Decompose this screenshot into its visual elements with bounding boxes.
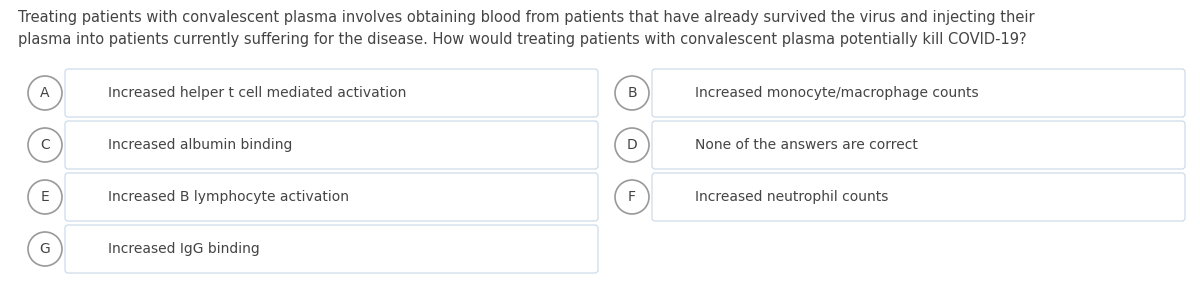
- Text: Increased IgG binding: Increased IgG binding: [108, 242, 259, 256]
- Ellipse shape: [28, 128, 62, 162]
- Ellipse shape: [616, 76, 649, 110]
- FancyBboxPatch shape: [65, 225, 598, 273]
- FancyBboxPatch shape: [652, 173, 1186, 221]
- Text: C: C: [40, 138, 50, 152]
- Text: Increased helper t cell mediated activation: Increased helper t cell mediated activat…: [108, 86, 407, 100]
- FancyBboxPatch shape: [652, 121, 1186, 169]
- Text: A: A: [41, 86, 49, 100]
- FancyBboxPatch shape: [65, 173, 598, 221]
- Text: E: E: [41, 190, 49, 204]
- Text: Increased albumin binding: Increased albumin binding: [108, 138, 293, 152]
- Text: B: B: [628, 86, 637, 100]
- FancyBboxPatch shape: [65, 69, 598, 117]
- Ellipse shape: [28, 180, 62, 214]
- Text: Increased neutrophil counts: Increased neutrophil counts: [695, 190, 888, 204]
- Ellipse shape: [616, 128, 649, 162]
- Text: Increased monocyte/macrophage counts: Increased monocyte/macrophage counts: [695, 86, 979, 100]
- FancyBboxPatch shape: [652, 69, 1186, 117]
- Text: G: G: [40, 242, 50, 256]
- Ellipse shape: [28, 76, 62, 110]
- Ellipse shape: [28, 232, 62, 266]
- Text: D: D: [626, 138, 637, 152]
- Text: F: F: [628, 190, 636, 204]
- Text: None of the answers are correct: None of the answers are correct: [695, 138, 918, 152]
- Text: Increased B lymphocyte activation: Increased B lymphocyte activation: [108, 190, 349, 204]
- Text: Treating patients with convalescent plasma involves obtaining blood from patient: Treating patients with convalescent plas…: [18, 10, 1034, 47]
- Ellipse shape: [616, 180, 649, 214]
- FancyBboxPatch shape: [65, 121, 598, 169]
